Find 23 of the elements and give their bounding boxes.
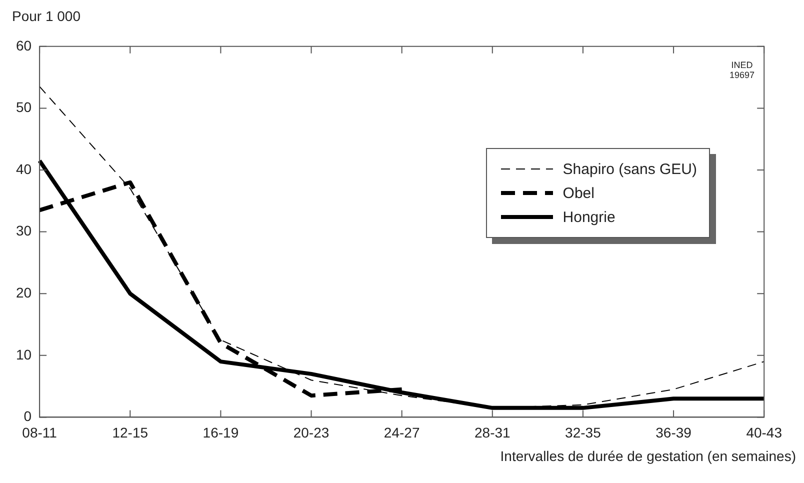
x-tick-label: 08-11 (22, 424, 58, 440)
legend-label: Shapiro (sans GEU) (562, 160, 697, 178)
x-tick-label: 12-15 (112, 424, 148, 440)
x-tick-label: 28-31 (474, 424, 511, 440)
legend-label: Obel (562, 184, 594, 202)
y-tick-label: 50 (16, 99, 32, 116)
x-tick-label: 24-27 (384, 424, 420, 440)
y-tick-label: 30 (16, 222, 32, 239)
x-tick-label: 32-35 (565, 424, 602, 440)
x-tick-label: 20-23 (293, 424, 330, 440)
y-tick-label: 40 (16, 160, 32, 177)
y-tick-label: 0 (24, 408, 32, 424)
annotation: INED 19697 (728, 60, 756, 80)
x-tick-label: 36-39 (656, 424, 692, 440)
x-tick-label: 16-19 (202, 424, 239, 440)
x-tick-label: 40-43 (746, 424, 782, 440)
y-tick-label: 10 (16, 346, 32, 362)
y-tick-label: 20 (16, 284, 32, 300)
y-tick-label: 60 (16, 37, 32, 54)
line-series (39, 86, 765, 408)
x-axis-title: Intervalles de durée de gestation (en semaines) (500, 448, 796, 464)
legend-label: Hongrie (562, 208, 616, 226)
y-axis-title: Pour 1 000 (12, 8, 80, 24)
